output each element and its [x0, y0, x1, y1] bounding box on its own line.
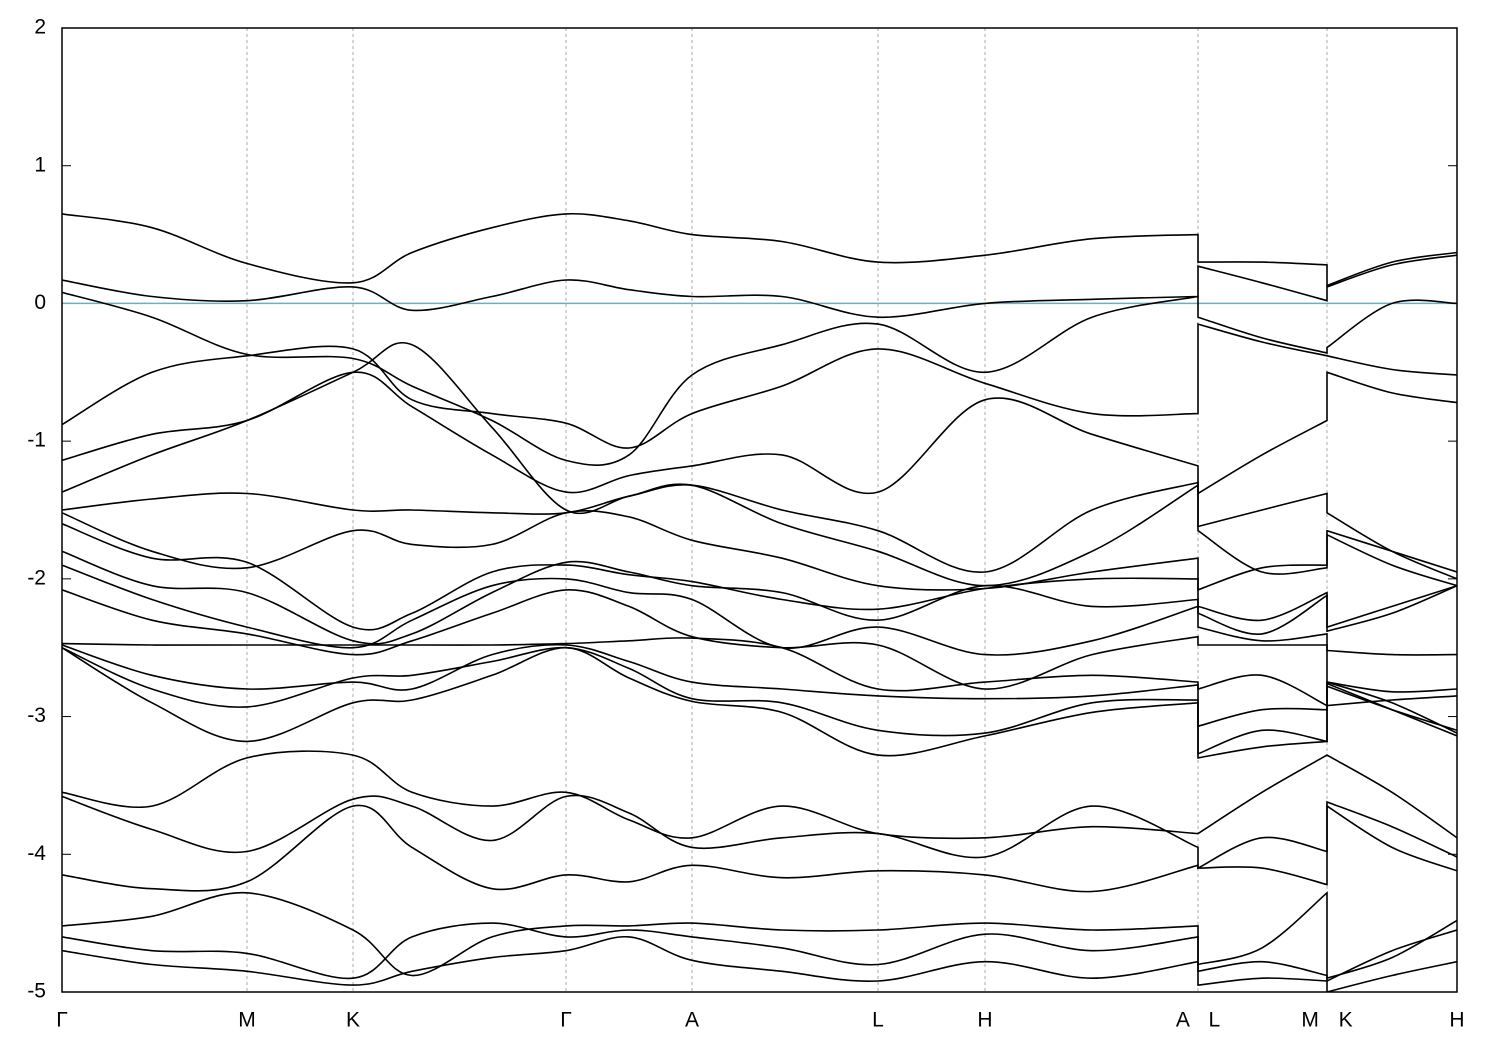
y-tick-label: -2: [27, 566, 46, 589]
band: [62, 646, 1457, 759]
band: [62, 794, 1457, 870]
x-tick-label: H: [1449, 1009, 1464, 1032]
y-tick-label: 2: [34, 16, 46, 39]
band: [62, 523, 1457, 631]
x-tick-label: A L: [1176, 1009, 1220, 1032]
band: [62, 936, 1457, 992]
x-tick-label: L: [872, 1009, 884, 1032]
x-tick-label: M: [238, 1009, 256, 1032]
band: [62, 804, 1457, 893]
band: [62, 564, 1457, 656]
band: [62, 509, 1457, 592]
band: [62, 891, 1457, 980]
band: [62, 750, 1457, 840]
band: [62, 291, 1457, 466]
y-tick-label: -5: [27, 980, 46, 1003]
band: [62, 646, 1457, 755]
x-tick-label: M K: [1301, 1009, 1352, 1032]
grid: [61, 27, 1458, 993]
x-tick-label: Γ: [560, 1009, 572, 1032]
band: [62, 922, 1457, 983]
band: [62, 342, 1457, 580]
plot-area: [62, 212, 1457, 992]
band: [62, 637, 1457, 732]
band: [62, 323, 1457, 449]
x-tick-label: Γ: [56, 1009, 68, 1032]
band: [62, 550, 1457, 645]
band: [62, 483, 1457, 587]
plot-frame: [61, 27, 1458, 993]
x-tick-label: H: [977, 1009, 992, 1032]
y-tick-label: -3: [27, 704, 46, 727]
band: [62, 212, 1457, 287]
y-tick-label: -4: [27, 842, 46, 865]
band: [62, 589, 1457, 693]
x-tick-label: K: [346, 1009, 360, 1032]
band: [62, 643, 1457, 728]
band: [62, 254, 1457, 319]
axis-labels: -5 -4 -3 -2 -1 0 1 2 Γ M K Γ A L H A L M K H: [27, 16, 1464, 1032]
y-tick-label: 1: [34, 153, 46, 176]
band: [62, 371, 1457, 495]
y-tick-label: -1: [27, 429, 46, 452]
y-tick-label: 0: [34, 291, 46, 314]
x-tick-label: A: [685, 1009, 699, 1032]
